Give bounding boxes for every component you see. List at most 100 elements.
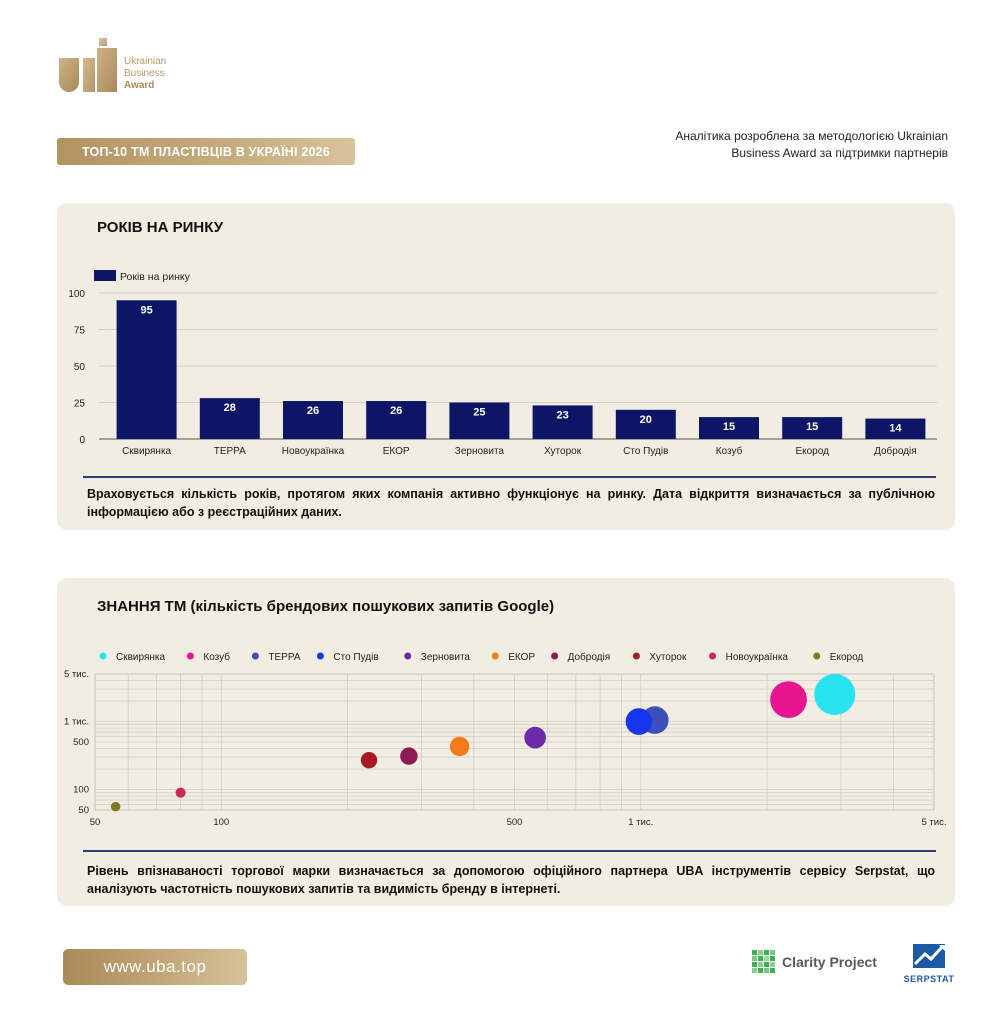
bubble-Зерновита xyxy=(524,726,546,749)
serpstat-chart-icon xyxy=(913,944,945,968)
bar-value-label: 95 xyxy=(140,304,152,316)
panel1-divider xyxy=(83,476,936,478)
y-tick-label: 75 xyxy=(74,326,86,337)
bar xyxy=(366,401,427,439)
x-tick-label: Зерновита xyxy=(455,446,505,457)
y-tick-label: 100 xyxy=(73,785,89,796)
bar-chart-bars: 95 28 26 26 25 23 20 15 15 14 xyxy=(116,300,926,439)
y-tick-label: 1 тис. xyxy=(64,717,89,728)
x-tick-label: ЕКОР xyxy=(383,446,410,457)
uba-logo-mark xyxy=(59,38,117,92)
y-tick-label: 50 xyxy=(74,362,86,373)
x-tick-label: ТЕРРА xyxy=(214,446,246,457)
years-on-market-panel xyxy=(57,203,955,530)
legend-label: Років на ринку xyxy=(120,271,191,283)
bubble-chart-grid xyxy=(94,673,935,811)
clarity-grid-icon xyxy=(752,950,775,973)
x-tick-label: Новоукраїнка xyxy=(282,446,345,457)
awareness-chart-title: ЗНАННЯ ТМ (кількість брендових пошукових… xyxy=(97,598,555,615)
x-tick-label: Сто Пудів xyxy=(623,446,668,457)
bar xyxy=(283,401,343,439)
y-tick-label: 5 тис. xyxy=(64,669,89,680)
x-tick-label: 50 xyxy=(90,817,101,828)
bar xyxy=(116,300,177,439)
bubble-Козуб xyxy=(770,681,807,719)
bubble-Сто Пудів xyxy=(625,708,653,735)
x-tick-label: 5 тис. xyxy=(922,817,947,828)
x-tick-label: Сквирянка xyxy=(122,446,171,457)
plot-frame xyxy=(94,673,935,811)
bar xyxy=(199,398,260,439)
legend-swatch xyxy=(94,270,116,281)
x-tick-label: Хуторок xyxy=(544,446,582,457)
years-bar-chart: Років на ринку 0 25 50 75 100 95 28 26 26 25 23 20… xyxy=(68,270,937,457)
legend-marker xyxy=(551,652,559,660)
bar xyxy=(699,417,759,439)
legend-marker xyxy=(813,652,821,660)
bubble-ЕКОР xyxy=(449,736,470,757)
bar-value-label: 28 xyxy=(224,402,236,414)
y-tick-label: 500 xyxy=(73,737,89,748)
legend-marker xyxy=(632,652,640,660)
legend-label: Екород xyxy=(830,652,864,663)
serpstat-label: SERPSTAT xyxy=(903,974,955,984)
bar xyxy=(449,402,510,439)
legend-label: Добродія xyxy=(568,651,611,663)
clarity-project-logo: Clarity Project xyxy=(752,948,877,976)
legend-label: ЕКОР xyxy=(508,652,535,663)
methodology-note: Аналітика розроблена за методологією Ukr… xyxy=(675,129,948,160)
clarity-project-label: Clarity Project xyxy=(782,954,877,970)
legend-label: ТЕРРА xyxy=(268,652,300,663)
bar-chart-y-axis: 0 25 50 75 100 xyxy=(68,289,85,446)
bar-value-label: 15 xyxy=(806,421,818,433)
website-link[interactable]: www.uba.top xyxy=(63,949,247,985)
bar xyxy=(532,405,593,439)
bar-value-label: 15 xyxy=(723,421,735,433)
years-description: Враховується кількість років, протягом я… xyxy=(87,487,935,519)
legend-marker xyxy=(186,652,194,660)
y-tick-label: 50 xyxy=(78,805,89,816)
bubble-Хуторок xyxy=(360,751,378,769)
bar-chart-legend: Років на ринку xyxy=(94,270,191,283)
y-tick-label: 100 xyxy=(68,289,85,300)
y-tick-label: 25 xyxy=(74,399,86,410)
bar-value-label: 26 xyxy=(307,405,319,417)
x-tick-label: Екород xyxy=(795,446,829,457)
legend-label: Козуб xyxy=(203,651,230,663)
panel2-divider xyxy=(83,850,936,852)
awareness-bubble-chart: Сквирянка Козуб ТЕРРА Сто Пудів Зерновита ЕКО… xyxy=(64,651,946,828)
bar-value-label: 25 xyxy=(473,407,485,419)
bar-value-label: 26 xyxy=(390,405,402,417)
legend-marker xyxy=(251,652,259,660)
bubble-chart-axes: 50 100 500 1 тис. 5 тис. 50 100 500 1 тис. 5 тис. xyxy=(64,669,946,828)
serpstat-logo: SERPSTAT xyxy=(899,940,959,984)
legend-label: Сквирянка xyxy=(116,652,165,663)
bar-value-label: 23 xyxy=(556,409,568,421)
legend-label: Сто Пудів xyxy=(333,652,378,663)
legend-label: Новоукраїнка xyxy=(726,652,789,663)
uba-logo-text: Ukrainian Business Award xyxy=(124,56,167,91)
awareness-description: Рівень впізнаваності торгової марки визн… xyxy=(87,864,935,896)
bubble-Сквирянка xyxy=(814,673,856,715)
bubble-Добродія xyxy=(400,747,418,765)
bar xyxy=(782,417,843,439)
legend-label: Хуторок xyxy=(649,652,687,663)
x-tick-label: 500 xyxy=(507,817,523,828)
bar xyxy=(615,409,676,439)
x-tick-label: Добродія xyxy=(874,445,917,457)
y-tick-label: 0 xyxy=(79,435,85,446)
legend-marker xyxy=(99,652,107,660)
page-title-badge: ТОП-10 ТМ ПЛАСТІВЦІВ В УКРАЇНІ 2026 xyxy=(57,138,355,165)
bubble-Екород xyxy=(110,801,121,812)
x-tick-label: 1 тис. xyxy=(628,817,653,828)
bubble-chart-bubbles xyxy=(110,673,856,812)
x-tick-label: Козуб xyxy=(716,445,743,457)
bar xyxy=(865,418,926,439)
legend-marker xyxy=(709,652,717,660)
bar-chart-x-axis: Сквирянка ТЕРРА Новоукраїнка ЕКОР Зерновита Х… xyxy=(122,445,917,457)
bubble-chart-legend: Сквирянка Козуб ТЕРРА Сто Пудів Зерновита ЕКО… xyxy=(99,651,864,663)
legend-marker xyxy=(404,652,412,660)
legend-label: Зерновита xyxy=(421,652,471,663)
bubble-Новоукраїнка xyxy=(175,787,186,798)
legend-marker xyxy=(316,652,324,660)
